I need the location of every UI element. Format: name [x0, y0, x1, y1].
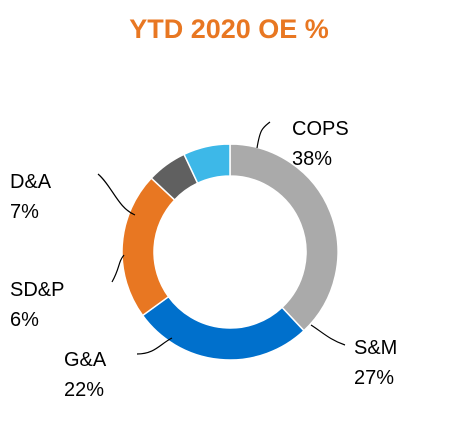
slice-value-label: 6%	[10, 309, 39, 331]
slice-cops	[229, 143, 339, 332]
leader-line	[111, 254, 125, 283]
chart-title: YTD 2020 OE %	[129, 14, 329, 44]
slice-s-m	[141, 295, 305, 361]
slice-d-a	[183, 143, 231, 185]
slice-value-label: 38%	[292, 148, 332, 170]
slice-value-label: 27%	[354, 367, 394, 389]
slice-g-a	[121, 177, 176, 317]
leader-line	[136, 337, 173, 355]
slice-value-label: 7%	[10, 201, 39, 223]
slice-label: D&A	[10, 171, 52, 193]
slice-label: SD&P	[10, 279, 64, 301]
slice-value-label: 22%	[64, 379, 104, 401]
leader-line	[310, 324, 346, 346]
slice-label: G&A	[64, 349, 107, 371]
slice-label: COPS	[292, 118, 349, 140]
slice-label: S&M	[354, 337, 397, 359]
leader-line	[256, 121, 271, 149]
leader-line	[97, 173, 136, 216]
